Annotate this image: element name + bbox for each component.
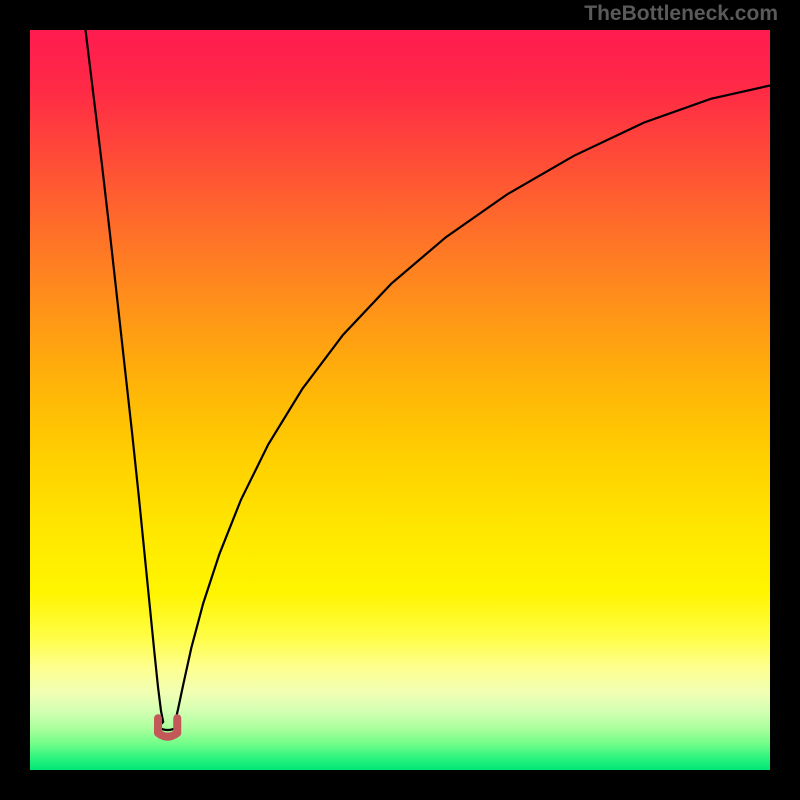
plot-background [30,30,770,770]
watermark-text: TheBottleneck.com [584,2,778,26]
chart-container: TheBottleneck.com [0,0,800,800]
chart-svg [0,0,800,800]
